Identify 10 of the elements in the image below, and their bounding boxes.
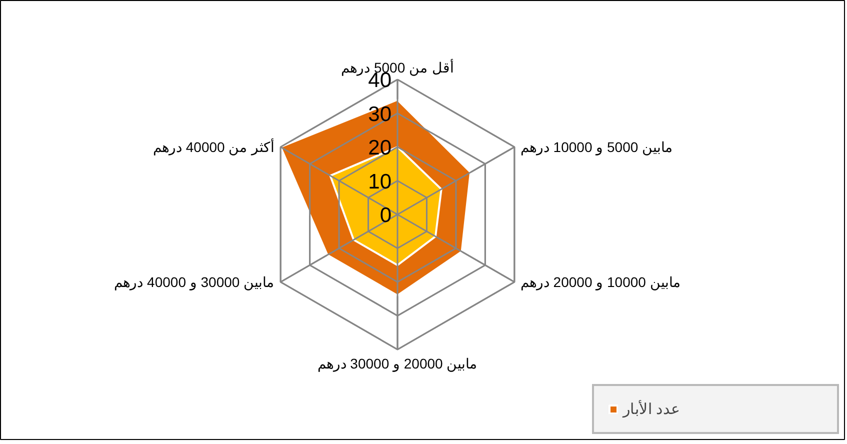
spoke-label: مابين 10000 و 20000 درهم xyxy=(520,274,681,291)
y-tick-label: 10 xyxy=(368,170,392,194)
y-tick-label: 0 xyxy=(380,204,392,227)
spoke-label: أكثر من 40000 درهم xyxy=(152,137,275,156)
spoke-label: مابين 20000 و 30000 درهم xyxy=(317,356,478,372)
y-tick-label: 30 xyxy=(368,102,392,126)
spoke-label: مابين 5000 و 10000 درهم xyxy=(520,139,674,156)
spoke-label: مابين 30000 و 40000 درهم xyxy=(114,274,275,291)
legend-label: عدد الأبار xyxy=(623,400,682,418)
y-tick-label: 20 xyxy=(368,136,392,160)
